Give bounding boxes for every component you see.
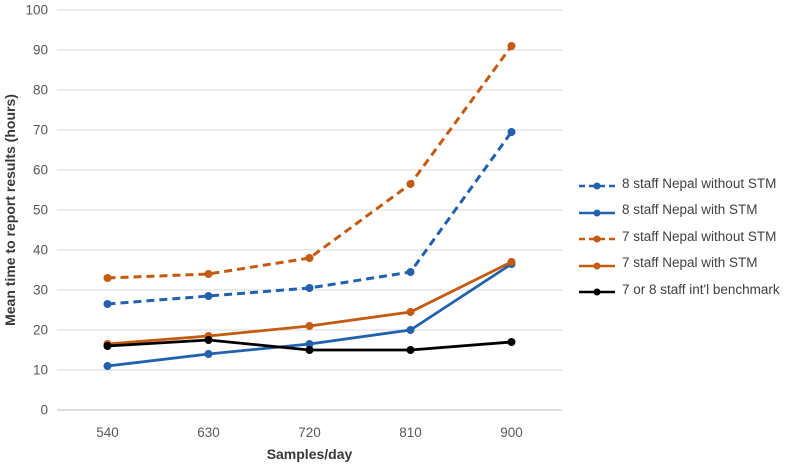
series-line bbox=[107, 45, 513, 280]
y-tick-label: 40 bbox=[33, 243, 48, 258]
legend-line-marker-icon bbox=[578, 284, 616, 296]
data-point-marker bbox=[204, 270, 213, 278]
legend-label: 7 staff Nepal without STM bbox=[622, 228, 777, 244]
y-tick-label: 70 bbox=[33, 123, 48, 138]
data-point-marker bbox=[305, 284, 314, 292]
y-tick-label: 90 bbox=[33, 43, 48, 58]
data-point-marker bbox=[305, 340, 314, 348]
y-tick-label: 10 bbox=[33, 363, 48, 378]
series-4 bbox=[103, 336, 516, 354]
data-point-marker bbox=[204, 292, 213, 300]
data-point-marker bbox=[103, 300, 112, 308]
legend-label: 7 or 8 staff int'l benchmark bbox=[622, 281, 780, 297]
legend-line-marker-icon bbox=[578, 205, 616, 217]
legend-line-sample bbox=[579, 209, 615, 217]
data-point-marker bbox=[103, 274, 112, 282]
data-point-marker bbox=[507, 258, 516, 266]
legend-line-sample bbox=[579, 182, 615, 190]
data-point-marker bbox=[305, 322, 314, 330]
legend-item: 7 staff Nepal with STM bbox=[578, 250, 780, 277]
legend-line-sample bbox=[579, 235, 615, 243]
data-point-marker bbox=[406, 268, 415, 276]
legend-item: 8 staff Nepal without STM bbox=[578, 170, 780, 197]
legend-label: 7 staff Nepal with STM bbox=[622, 255, 758, 271]
series-3 bbox=[103, 258, 516, 348]
data-point-marker bbox=[204, 350, 213, 358]
x-tick-label: 900 bbox=[500, 425, 523, 440]
data-point-marker bbox=[103, 342, 112, 350]
x-tick-label: 810 bbox=[399, 425, 422, 440]
y-axis-title: Mean time to report results (hours) bbox=[2, 94, 18, 326]
x-tick-label: 540 bbox=[96, 425, 119, 440]
data-point-marker bbox=[406, 346, 415, 354]
legend-line-marker-icon bbox=[578, 231, 616, 243]
legend-line-sample bbox=[579, 288, 615, 296]
legend-item: 7 staff Nepal without STM bbox=[578, 223, 780, 250]
x-axis-title: Samples/day bbox=[266, 446, 353, 462]
y-tick-label: 100 bbox=[25, 3, 48, 18]
series-line bbox=[107, 131, 513, 306]
chart-legend: 8 staff Nepal without STM 8 staff Nepal … bbox=[578, 170, 780, 303]
data-point-marker bbox=[507, 42, 516, 50]
data-point-marker bbox=[507, 128, 516, 136]
y-tick-label: 0 bbox=[40, 403, 48, 418]
x-tick-label: 720 bbox=[298, 425, 321, 440]
legend-item: 7 or 8 staff int'l benchmark bbox=[578, 276, 780, 303]
legend-line-sample bbox=[579, 262, 615, 270]
legend-item: 8 staff Nepal with STM bbox=[578, 197, 780, 224]
data-point-marker bbox=[103, 362, 112, 370]
data-point-marker bbox=[204, 336, 213, 344]
gridlines bbox=[57, 9, 562, 411]
data-point-marker bbox=[305, 254, 314, 262]
series-2 bbox=[103, 42, 516, 282]
data-point-marker bbox=[507, 338, 516, 346]
y-tick-label: 30 bbox=[33, 283, 48, 298]
data-point-marker bbox=[406, 180, 415, 188]
legend-line-marker-icon bbox=[578, 178, 616, 190]
y-tick-label: 50 bbox=[33, 203, 48, 218]
x-axis-tick-labels: 540 630 720 810 900 bbox=[96, 425, 523, 440]
data-point-marker bbox=[406, 308, 415, 316]
y-axis-tick-labels: 0 10 20 30 40 50 60 70 80 90 100 bbox=[25, 3, 48, 418]
legend-label: 8 staff Nepal without STM bbox=[622, 175, 777, 191]
data-point-marker bbox=[305, 346, 314, 354]
y-tick-label: 20 bbox=[33, 323, 48, 338]
y-tick-label: 80 bbox=[33, 83, 48, 98]
series-0 bbox=[103, 128, 516, 308]
legend-line-marker-icon bbox=[578, 258, 616, 270]
x-tick-label: 630 bbox=[197, 425, 220, 440]
data-point-marker bbox=[406, 326, 415, 334]
y-tick-label: 60 bbox=[33, 163, 48, 178]
legend-label: 8 staff Nepal with STM bbox=[622, 202, 758, 218]
